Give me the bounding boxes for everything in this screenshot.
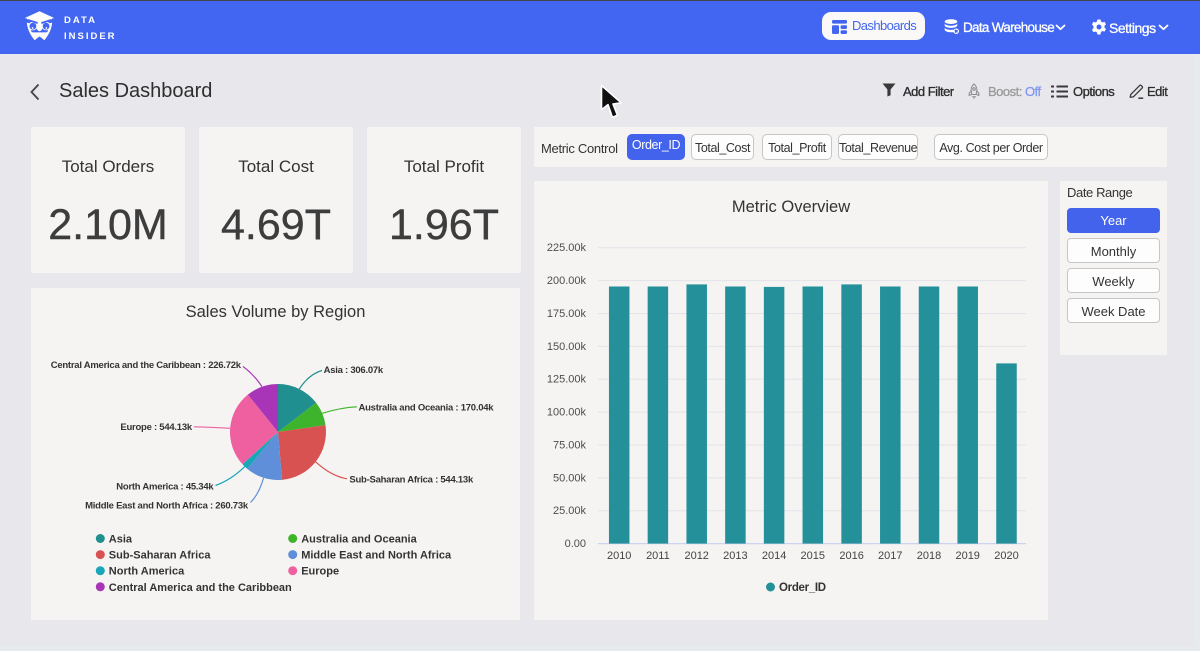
svg-text:175.00k: 175.00k — [547, 308, 587, 320]
svg-text:Order_ID: Order_ID — [779, 582, 826, 594]
svg-text:Europe: Europe — [301, 566, 339, 578]
svg-text:Sub-Saharan Africa: Sub-Saharan Africa — [109, 550, 212, 562]
svg-text:2019: 2019 — [955, 550, 979, 562]
svg-text:200.00k: 200.00k — [547, 275, 587, 287]
svg-text:Europe : 544.13k: Europe : 544.13k — [120, 422, 192, 433]
svg-text:0.00: 0.00 — [565, 538, 586, 550]
svg-text:Middle East and North Africa :: Middle East and North Africa : 260.73k — [85, 501, 249, 512]
svg-text:2010: 2010 — [607, 550, 631, 562]
svg-text:2018: 2018 — [917, 550, 941, 562]
svg-text:North America : 45.34k: North America : 45.34k — [116, 481, 214, 492]
svg-text:2017: 2017 — [878, 550, 902, 562]
svg-text:2012: 2012 — [684, 550, 708, 562]
svg-text:25.00k: 25.00k — [553, 505, 587, 517]
svg-text:2015: 2015 — [801, 550, 825, 562]
svg-text:50.00k: 50.00k — [553, 472, 587, 484]
svg-text:North America: North America — [109, 566, 185, 578]
svg-text:2020: 2020 — [994, 550, 1018, 562]
svg-text:75.00k: 75.00k — [553, 440, 587, 452]
svg-text:Middle East and North Africa: Middle East and North Africa — [301, 550, 452, 562]
svg-text:Asia : 306.07k: Asia : 306.07k — [324, 365, 384, 376]
svg-text:225.00k: 225.00k — [547, 242, 587, 254]
svg-text:2014: 2014 — [762, 550, 786, 562]
svg-text:100.00k: 100.00k — [547, 407, 587, 419]
svg-text:Central America and the Caribb: Central America and the Caribbean : 226.… — [51, 360, 242, 371]
svg-text:2013: 2013 — [723, 550, 747, 562]
svg-text:2016: 2016 — [839, 550, 863, 562]
svg-text:Sub-Saharan Africa : 544.13k: Sub-Saharan Africa : 544.13k — [349, 474, 474, 485]
svg-text:125.00k: 125.00k — [547, 374, 587, 386]
svg-text:2011: 2011 — [646, 550, 670, 562]
svg-text:Australia and Oceania : 170.04: Australia and Oceania : 170.04k — [359, 402, 495, 413]
svg-text:150.00k: 150.00k — [547, 341, 587, 353]
svg-text:Central America and the Caribb: Central America and the Caribbean — [109, 582, 292, 594]
svg-text:Asia: Asia — [109, 534, 133, 546]
svg-text:Australia and Oceania: Australia and Oceania — [301, 534, 417, 546]
